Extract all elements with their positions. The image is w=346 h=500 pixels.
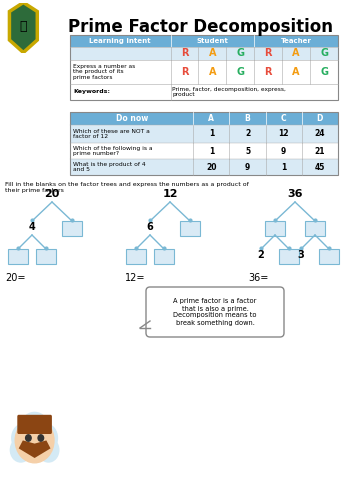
Text: 12=: 12= bbox=[125, 273, 146, 283]
Text: Do now: Do now bbox=[116, 114, 148, 123]
Circle shape bbox=[12, 424, 37, 452]
Text: 9: 9 bbox=[281, 146, 286, 156]
Text: A: A bbox=[208, 114, 214, 123]
FancyBboxPatch shape bbox=[305, 220, 325, 236]
Text: 6: 6 bbox=[147, 222, 153, 232]
FancyBboxPatch shape bbox=[8, 248, 28, 264]
Text: 36: 36 bbox=[287, 189, 303, 199]
Text: 45: 45 bbox=[315, 162, 325, 172]
FancyBboxPatch shape bbox=[70, 159, 338, 175]
FancyBboxPatch shape bbox=[36, 248, 56, 264]
Text: 1: 1 bbox=[281, 162, 286, 172]
Text: 12: 12 bbox=[279, 130, 289, 138]
Text: R: R bbox=[264, 48, 272, 58]
Text: 20=: 20= bbox=[5, 273, 26, 283]
Text: Fill in the blanks on the factor trees and express the numbers as a product of
t: Fill in the blanks on the factor trees a… bbox=[5, 182, 249, 193]
Polygon shape bbox=[19, 440, 51, 458]
Text: 🌳: 🌳 bbox=[20, 20, 27, 33]
Text: 2: 2 bbox=[258, 250, 264, 260]
FancyBboxPatch shape bbox=[180, 220, 200, 236]
Text: Which of these are NOT a
factor of 12: Which of these are NOT a factor of 12 bbox=[73, 128, 150, 140]
FancyBboxPatch shape bbox=[70, 143, 338, 159]
Text: 4: 4 bbox=[29, 222, 35, 232]
Text: A: A bbox=[209, 67, 216, 77]
FancyBboxPatch shape bbox=[279, 248, 299, 264]
Polygon shape bbox=[9, 2, 37, 52]
Circle shape bbox=[15, 418, 54, 463]
Text: R: R bbox=[181, 67, 188, 77]
Text: Keywords:: Keywords: bbox=[73, 90, 110, 94]
Circle shape bbox=[19, 412, 50, 448]
FancyBboxPatch shape bbox=[70, 60, 338, 84]
Text: A prime factor is a factor
that is also a prime.
Decomposition means to
break so: A prime factor is a factor that is also … bbox=[173, 298, 257, 326]
Text: 9: 9 bbox=[245, 162, 250, 172]
FancyBboxPatch shape bbox=[70, 112, 338, 125]
Text: A: A bbox=[292, 48, 300, 58]
FancyBboxPatch shape bbox=[17, 415, 52, 434]
Text: Learning intent: Learning intent bbox=[89, 38, 151, 44]
Text: 36=: 36= bbox=[248, 273, 268, 283]
Text: A: A bbox=[292, 67, 300, 77]
Text: G: G bbox=[236, 48, 244, 58]
Circle shape bbox=[10, 438, 31, 462]
FancyBboxPatch shape bbox=[154, 248, 174, 264]
Circle shape bbox=[26, 435, 31, 441]
Text: C: C bbox=[281, 114, 286, 123]
FancyBboxPatch shape bbox=[146, 287, 284, 337]
FancyBboxPatch shape bbox=[62, 220, 82, 236]
Text: 5: 5 bbox=[245, 146, 250, 156]
Text: 24: 24 bbox=[315, 130, 325, 138]
Circle shape bbox=[38, 435, 44, 441]
Text: 20: 20 bbox=[206, 162, 217, 172]
Text: Student: Student bbox=[197, 38, 228, 44]
Text: 21: 21 bbox=[315, 146, 325, 156]
Text: Prime Factor Decomposition: Prime Factor Decomposition bbox=[67, 18, 333, 36]
Text: 20: 20 bbox=[44, 189, 60, 199]
Text: What is the product of 4
and 5: What is the product of 4 and 5 bbox=[73, 162, 146, 172]
Text: D: D bbox=[317, 114, 323, 123]
FancyBboxPatch shape bbox=[265, 220, 285, 236]
FancyBboxPatch shape bbox=[319, 248, 339, 264]
FancyBboxPatch shape bbox=[70, 35, 338, 47]
FancyBboxPatch shape bbox=[126, 248, 146, 264]
Text: 3: 3 bbox=[298, 250, 304, 260]
Text: B: B bbox=[245, 114, 251, 123]
Text: G: G bbox=[320, 67, 328, 77]
Text: 1: 1 bbox=[209, 130, 214, 138]
Text: R: R bbox=[181, 48, 188, 58]
Text: G: G bbox=[320, 48, 328, 58]
Circle shape bbox=[33, 424, 57, 452]
Text: Which of the following is a
prime number?: Which of the following is a prime number… bbox=[73, 146, 153, 156]
FancyBboxPatch shape bbox=[70, 47, 338, 60]
Text: 12: 12 bbox=[162, 189, 178, 199]
Text: 1: 1 bbox=[209, 146, 214, 156]
Text: Express a number as
the product of its
prime factors: Express a number as the product of its p… bbox=[73, 64, 135, 80]
Text: G: G bbox=[236, 67, 244, 77]
Text: R: R bbox=[264, 67, 272, 77]
Text: A: A bbox=[209, 48, 216, 58]
FancyBboxPatch shape bbox=[70, 84, 338, 100]
FancyBboxPatch shape bbox=[70, 125, 338, 143]
Text: Prime, factor, decomposition, express,
product: Prime, factor, decomposition, express, p… bbox=[173, 86, 286, 98]
Text: Teacher: Teacher bbox=[281, 38, 311, 44]
Circle shape bbox=[38, 438, 59, 462]
Text: 2: 2 bbox=[245, 130, 250, 138]
